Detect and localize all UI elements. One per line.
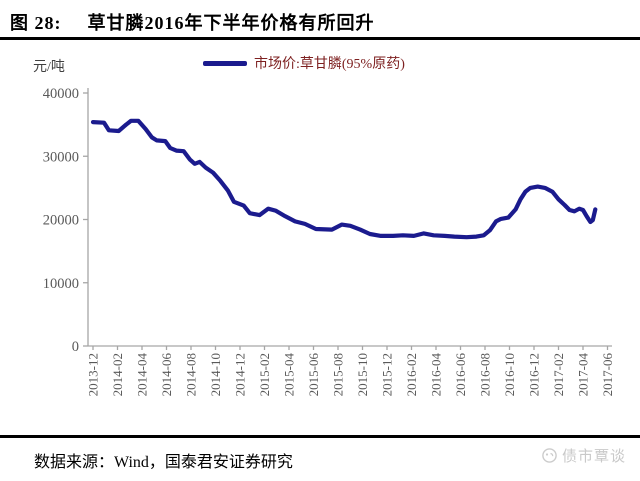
data-source-text: 数据来源：Wind，国泰君安证券研究 bbox=[34, 454, 293, 471]
figure-number-label: 图 28: bbox=[10, 13, 62, 33]
x-axis-tick-label: 2015-10 bbox=[355, 353, 370, 396]
x-axis-tick-label: 2014-02 bbox=[110, 353, 125, 396]
legend-line-swatch bbox=[203, 60, 247, 66]
x-axis-tick-label: 2014-08 bbox=[183, 353, 198, 396]
x-axis-tick-label: 2015-08 bbox=[330, 353, 345, 396]
x-axis-tick-label: 2014-06 bbox=[159, 353, 174, 397]
x-axis-tick-label: 2014-12 bbox=[232, 353, 247, 396]
x-axis-tick-label: 2016-04 bbox=[428, 353, 443, 397]
x-axis-tick-label: 2016-02 bbox=[404, 353, 419, 396]
y-axis-tick-label: 40000 bbox=[43, 86, 79, 102]
y-axis-tick-label: 30000 bbox=[43, 149, 79, 165]
x-axis-tick-label: 2015-06 bbox=[306, 353, 321, 397]
price-series-line bbox=[90, 118, 598, 240]
x-axis-tick-label: 2016-10 bbox=[502, 353, 517, 396]
x-axis-tick-label: 2013-12 bbox=[85, 353, 100, 396]
watermark-logo-icon bbox=[542, 448, 557, 463]
watermark: 债市覃谈 bbox=[541, 445, 626, 466]
x-axis-tick-label: 2017-04 bbox=[575, 353, 590, 397]
chart-svg: 0 10000 20000 30000 40000 2013-12 2014-02 2014-… bbox=[43, 86, 615, 397]
x-axis-tick-label: 2015-02 bbox=[257, 353, 272, 396]
x-axis-tick-label: 2015-12 bbox=[379, 353, 394, 396]
footer-divider-line bbox=[0, 435, 640, 438]
x-axis-tick-label: 2014-10 bbox=[208, 353, 223, 396]
chart-legend: 市场价:草甘膦(95%原药) bbox=[203, 53, 405, 73]
y-axis-tick-label: 10000 bbox=[43, 276, 79, 292]
x-axis-tick-label: 2016-08 bbox=[477, 353, 492, 396]
x-axis-tick-label: 2017-02 bbox=[551, 353, 566, 396]
x-axis-tick-label: 2015-04 bbox=[281, 353, 296, 397]
x-axis-tick-label: 2017-06 bbox=[600, 353, 615, 397]
price-chart: 元/吨 市场价:草甘膦(95%原药) 0 10000 20000 30000 40000… bbox=[0, 40, 640, 435]
watermark-text: 债市覃谈 bbox=[561, 449, 626, 465]
x-axis-tick-label: 2014-04 bbox=[134, 353, 149, 397]
figure-title: 草甘膦2016年下半年价格有所回升 bbox=[87, 13, 375, 33]
x-axis-tick-label: 2016-12 bbox=[526, 353, 541, 396]
legend-series-label: 市场价:草甘膦(95%原药) bbox=[254, 57, 405, 72]
y-axis-tick-label: 20000 bbox=[43, 213, 79, 229]
y-axis-tick-label: 0 bbox=[72, 339, 79, 355]
figure-header: 图 28: 草甘膦2016年下半年价格有所回升 bbox=[0, 0, 640, 37]
header-divider-line bbox=[0, 37, 640, 40]
x-axis-tick-label: 2016-06 bbox=[453, 353, 468, 397]
y-axis-unit-label: 元/吨 bbox=[33, 60, 65, 75]
figure-footer: 数据来源：Wind，国泰君安证券研究 债市覃谈 bbox=[0, 438, 640, 481]
